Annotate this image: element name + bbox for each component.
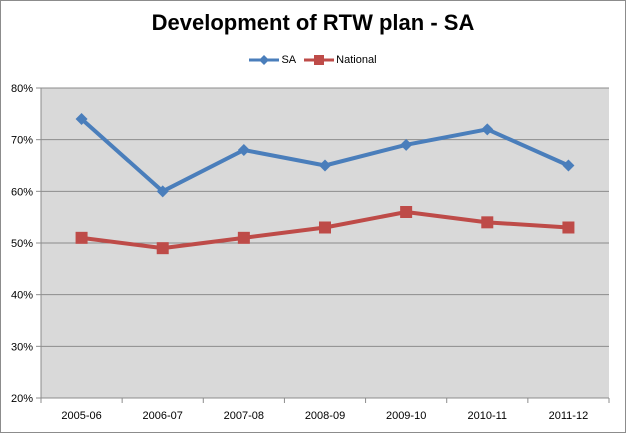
- x-tick-label: 2005-06: [61, 410, 101, 422]
- data-point-sa: [156, 185, 169, 198]
- legend-label-national: National: [336, 54, 377, 66]
- x-tick-label: 2006-07: [143, 410, 183, 422]
- legend-item-sa: SA: [249, 54, 296, 66]
- data-point-national: [237, 231, 250, 244]
- legend-label-sa: SA: [281, 54, 297, 66]
- data-point-sa: [319, 159, 331, 172]
- y-tick-label: 40%: [11, 290, 33, 302]
- x-tick-label: 2011-12: [549, 410, 589, 422]
- x-tick-label: 2010-11: [468, 410, 508, 422]
- y-tick-label: 60%: [11, 186, 33, 198]
- x-tick-label: 2007-08: [224, 410, 264, 422]
- legend: SA National: [0, 54, 626, 66]
- data-point-sa: [237, 144, 250, 156]
- x-tick-label: 2008-09: [305, 410, 345, 422]
- y-tick-label: 50%: [11, 238, 33, 250]
- data-point-sa: [75, 113, 88, 125]
- data-point-national: [481, 216, 494, 229]
- data-point-national: [319, 221, 331, 234]
- data-point-national: [562, 221, 575, 234]
- y-tick-label: 30%: [11, 341, 33, 353]
- data-point-national: [400, 206, 413, 218]
- x-tick-label: 2009-10: [386, 410, 426, 422]
- chart-title: Development of RTW plan - SA: [151, 10, 475, 35]
- legend-swatch-national: [304, 55, 335, 65]
- data-point-sa: [562, 159, 575, 172]
- legend-swatch-sa: [249, 55, 280, 65]
- data-point-national: [75, 231, 88, 244]
- data-point-national: [156, 242, 169, 255]
- y-tick-label: 80%: [11, 83, 33, 95]
- y-tick-label: 70%: [11, 135, 33, 147]
- legend-item-national: National: [304, 54, 377, 66]
- y-tick-label: 20%: [11, 393, 33, 405]
- data-point-sa: [400, 138, 413, 151]
- data-point-sa: [481, 123, 494, 136]
